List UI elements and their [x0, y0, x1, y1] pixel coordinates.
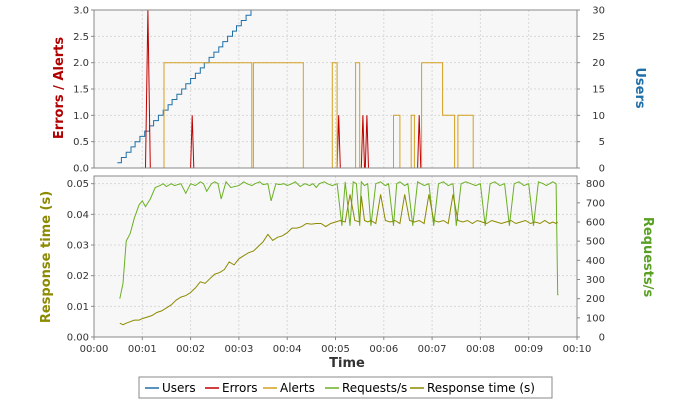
top-panel: 0.0 0.5 1.0 1.5 2.0 2.5 3.0 0 5 10 15 20 25 30: [73, 6, 605, 175]
bottom-left-axis-title: Response time (s): [39, 191, 54, 323]
bottom-right-axis-title: Requests/s: [640, 217, 655, 298]
tick-label-right: 700: [586, 198, 605, 209]
top-left-axis-title: Errors / Alerts: [52, 37, 67, 140]
tick-label-x: 00:02: [176, 344, 205, 355]
tick-label-left: 3.0: [73, 6, 89, 17]
tick-label-right: 0: [599, 333, 605, 344]
tick-label-x: 00:06: [369, 344, 398, 355]
tick-label-right: 15: [592, 85, 605, 96]
tick-label-right: 200: [586, 294, 605, 305]
tick-label-right: 0: [599, 164, 605, 175]
legend: Users Errors Alerts Requests/s Response time…: [138, 376, 553, 399]
tick-label-x: 00:03: [224, 344, 253, 355]
legend-box: [138, 376, 553, 399]
tick-label-right: 400: [586, 256, 605, 267]
series-response-time-s: [119, 194, 559, 326]
legend-label: Alerts: [280, 381, 315, 395]
tick-label-x: 00:07: [418, 344, 447, 355]
top-right-axis-title: Users: [632, 67, 647, 109]
tick-label-right: 600: [586, 218, 605, 229]
tick-label-right: 100: [586, 313, 605, 324]
tick-label-right: 20: [592, 58, 605, 69]
tick-label-x: 00:09: [514, 344, 543, 355]
tick-label-x: 00:04: [273, 344, 302, 355]
series-requests-s: [119, 180, 559, 299]
tick-label-left: 1.5: [73, 85, 89, 96]
tick-label-right: 30: [592, 6, 605, 17]
tick-label-left: 2.0: [73, 58, 89, 69]
legend-label: Requests/s: [342, 381, 407, 395]
tick-label-x: 00:01: [128, 344, 157, 355]
legend-label: Response time (s): [427, 381, 535, 395]
tick-label-left: 0.0: [73, 164, 89, 175]
tick-label-right: 300: [586, 275, 605, 286]
tick-label-x: 00:08: [466, 344, 495, 355]
tick-label-right: 25: [592, 32, 605, 43]
tick-label-right: 500: [586, 237, 605, 248]
bottom-panel: 0.00 0.01 0.02 0.03 0.04 0.05 0 100 200 300 400 500…: [67, 175, 605, 355]
tick-label-left: 0.00: [67, 333, 89, 344]
tick-label-left: 0.03: [67, 241, 89, 252]
tick-label-x: 00:00: [80, 344, 109, 355]
tick-label-left: 1.0: [73, 111, 89, 122]
tick-label-left: 0.01: [67, 302, 89, 313]
tick-label-left: 0.02: [67, 271, 89, 282]
tick-label-x: 00:05: [321, 344, 350, 355]
tick-label-right: 5: [599, 137, 605, 148]
tick-label-left: 0.04: [67, 210, 89, 221]
tick-label-right: 800: [586, 179, 605, 190]
tick-label-left: 0.5: [73, 137, 89, 148]
tick-label-x: 00:10: [563, 344, 592, 355]
tick-label-left: 2.5: [73, 32, 89, 43]
legend-label: Errors: [222, 381, 258, 395]
x-axis-title: Time: [329, 356, 365, 371]
legend-label: Users: [162, 381, 196, 395]
tick-label-left: 0.05: [67, 179, 89, 190]
tick-label-right: 10: [592, 111, 605, 122]
